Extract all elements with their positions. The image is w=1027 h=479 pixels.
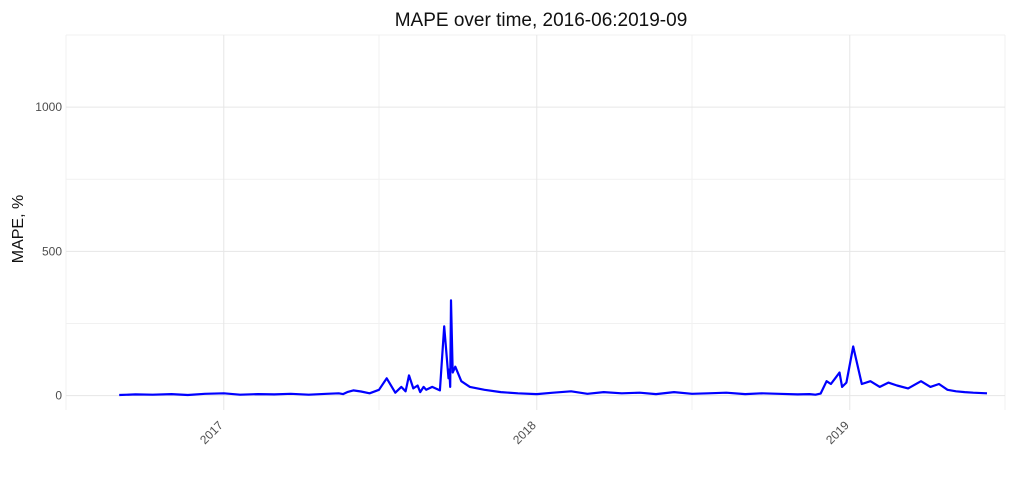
y-tick-labels: 0 500 1000 [35, 100, 62, 402]
x-tick-label: 2017 [197, 418, 226, 447]
y-tick-label: 1000 [35, 100, 62, 114]
chart-title: MAPE over time, 2016-06:2019-09 [395, 10, 688, 31]
mape-series-line [119, 299, 988, 397]
y-axis-label: MAPE, % [10, 195, 27, 263]
grid [65, 34, 1006, 410]
y-tick-label: 0 [55, 389, 62, 403]
x-tick-label: 2019 [823, 418, 852, 447]
x-tick-labels: 2017 2018 2019 [197, 418, 852, 447]
x-tick-label: 2018 [510, 418, 539, 447]
y-tick-label: 500 [42, 244, 62, 258]
